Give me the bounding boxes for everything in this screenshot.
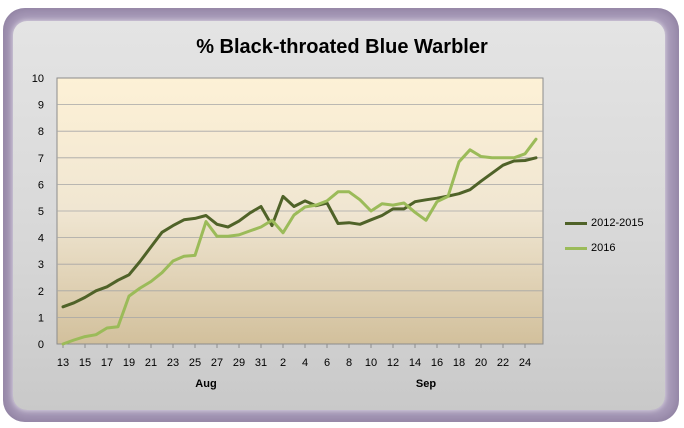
y-tick-label: 8: [38, 126, 44, 138]
month-label: Sep: [416, 378, 436, 390]
y-tick-label: 9: [38, 100, 44, 112]
x-tick-label: 31: [255, 357, 267, 369]
x-tick-label: 18: [453, 357, 465, 369]
legend-label-2012-2015: 2012-2015: [591, 217, 644, 229]
x-tick-label: 24: [519, 357, 531, 369]
x-tick-label: 13: [57, 357, 69, 369]
x-tick-label: 17: [101, 357, 113, 369]
x-tick-label: 20: [475, 357, 487, 369]
series-line-2016: [61, 137, 538, 346]
x-tick-label: 29: [233, 357, 245, 369]
x-tick-label: 22: [497, 357, 509, 369]
x-tick-label: 19: [123, 357, 135, 369]
y-tick-label: 1: [38, 312, 44, 324]
legend-item-2012-2015: 2012-2015: [565, 216, 644, 230]
legend-swatch-2016: [565, 246, 587, 250]
x-tick-label: 8: [346, 357, 352, 369]
x-tick-label: 6: [324, 357, 330, 369]
y-tick-label: 2: [38, 286, 44, 298]
y-tick-label: 6: [38, 179, 44, 191]
legend-label-2016: 2016: [591, 242, 616, 254]
x-tick-label: 16: [431, 357, 443, 369]
legend-swatch-2012-2015: [565, 221, 587, 225]
x-tick-label: 2: [280, 357, 286, 369]
y-tick-label: 5: [38, 206, 44, 218]
x-tick-label: 10: [365, 357, 377, 369]
y-tick-label: 0: [38, 339, 44, 351]
x-tick-label: 21: [145, 357, 157, 369]
y-tick-label: 4: [38, 233, 44, 245]
series-line-2012-2015: [61, 156, 538, 309]
y-tick-label: 10: [32, 73, 44, 85]
legend-item-2016: 2016: [565, 241, 615, 255]
x-tick-label: 23: [167, 357, 179, 369]
x-tick-label: 15: [79, 357, 91, 369]
x-tick-label: 14: [409, 357, 421, 369]
x-tick-label: 12: [387, 357, 399, 369]
month-label: Aug: [195, 378, 216, 390]
x-tick-label: 27: [211, 357, 223, 369]
x-tick-label: 4: [302, 357, 308, 369]
y-tick-label: 3: [38, 259, 44, 271]
x-tick-label: 25: [189, 357, 201, 369]
y-tick-label: 7: [38, 153, 44, 165]
chart-title: % Black-throated Blue Warbler: [196, 36, 488, 58]
